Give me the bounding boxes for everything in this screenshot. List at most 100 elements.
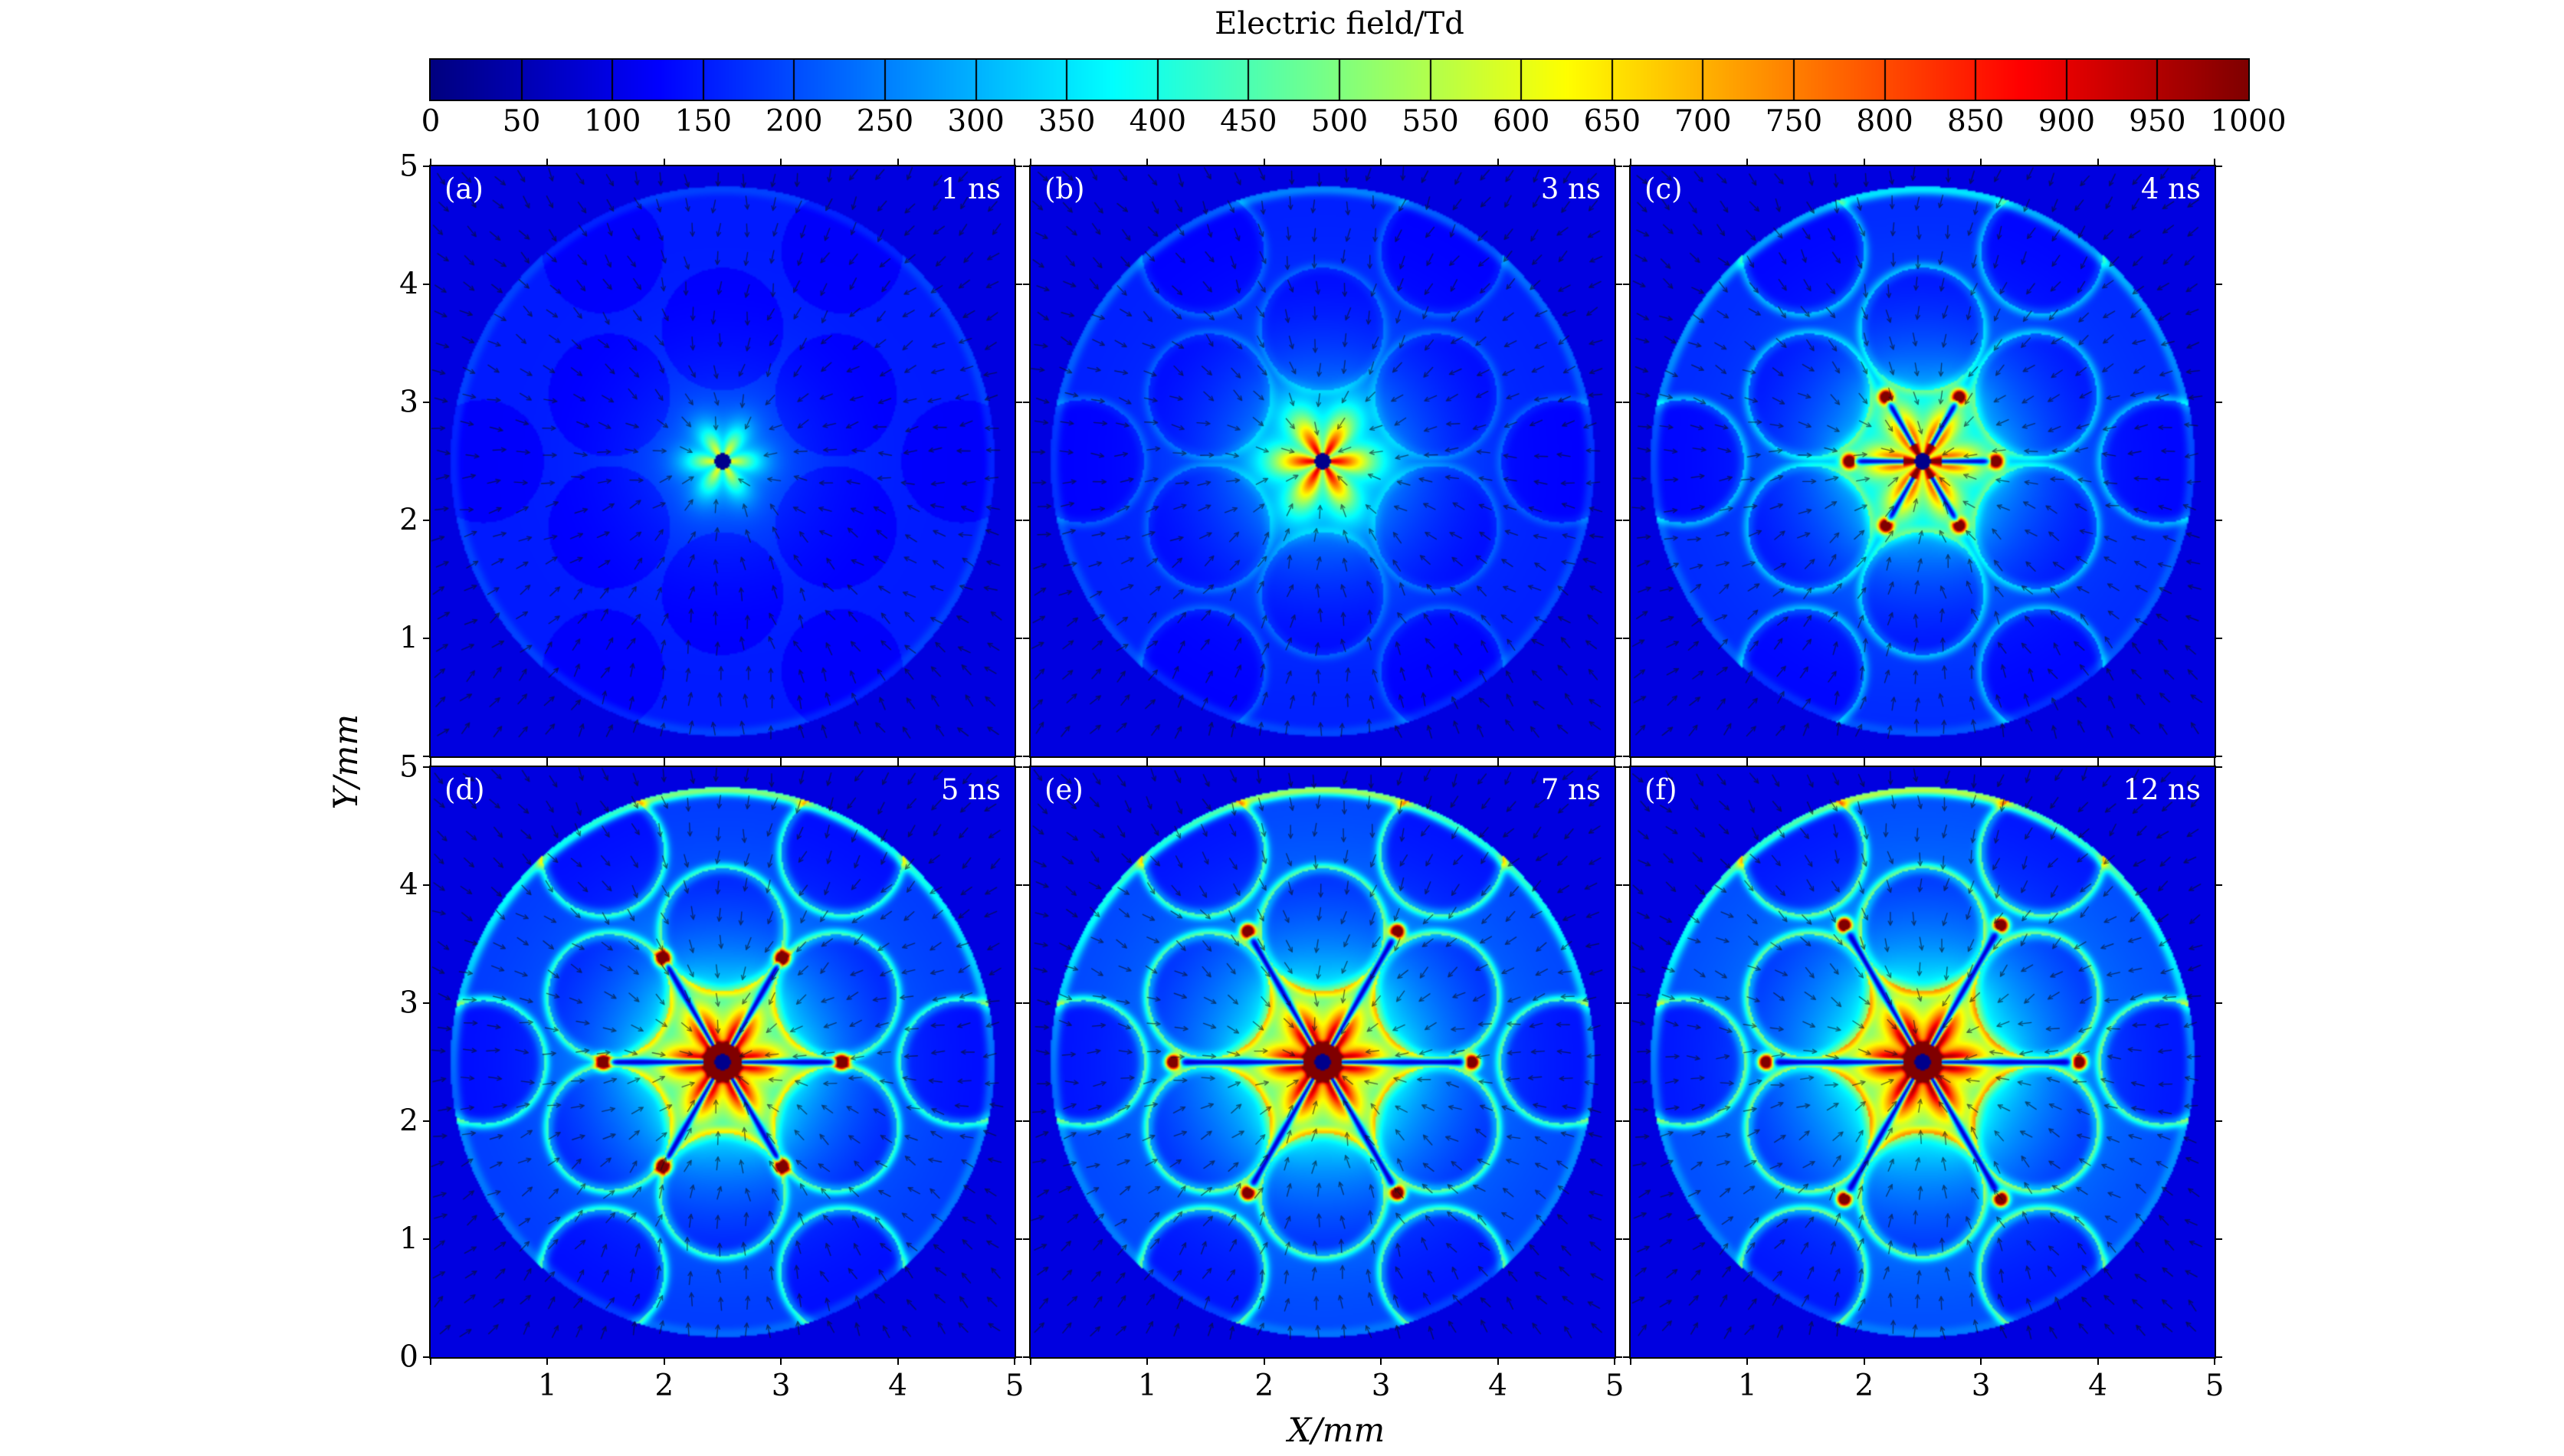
axis-tick bbox=[2216, 766, 2222, 768]
axis-tick bbox=[2216, 638, 2222, 639]
axis-tick bbox=[1623, 166, 1629, 167]
axis-tick bbox=[1614, 1359, 1615, 1365]
x-tick-label: 5 bbox=[1605, 1369, 1625, 1403]
axis-tick bbox=[1030, 159, 1031, 165]
colorbar-tick-label: 50 bbox=[502, 104, 541, 139]
axis-tick bbox=[1023, 520, 1029, 521]
axis-tick bbox=[1146, 759, 1149, 766]
axis-tick bbox=[1616, 638, 1622, 639]
axis-tick bbox=[1623, 284, 1629, 285]
x-tick-label: 5 bbox=[1005, 1369, 1025, 1403]
axis-tick bbox=[780, 159, 782, 165]
axis-tick bbox=[1023, 402, 1029, 403]
panel-f: (f) 12 ns bbox=[1629, 766, 2216, 1359]
panel-f-time: 12 ns bbox=[2123, 773, 2201, 806]
axis-tick bbox=[1014, 159, 1015, 165]
axis-tick bbox=[1863, 1359, 1865, 1365]
axis-tick bbox=[423, 1120, 429, 1122]
axis-tick bbox=[1016, 766, 1022, 768]
panel-c: (c) 4 ns bbox=[1629, 165, 2216, 758]
axis-tick bbox=[1497, 759, 1499, 766]
panel-a: (a) 1 ns bbox=[429, 165, 1016, 758]
axis-tick bbox=[423, 638, 429, 639]
colorbar-tick-label: 600 bbox=[1492, 104, 1550, 139]
x-tick-label: 3 bbox=[771, 1369, 791, 1403]
x-tick-label: 2 bbox=[654, 1369, 674, 1403]
axis-tick bbox=[1014, 759, 1015, 766]
axis-tick bbox=[1023, 766, 1029, 768]
axis-tick bbox=[1030, 1359, 1031, 1365]
axis-tick bbox=[1614, 759, 1615, 766]
colorbar-tick-label: 300 bbox=[947, 104, 1005, 139]
axis-tick bbox=[1630, 159, 1631, 165]
colorbar-tick-label: 350 bbox=[1038, 104, 1096, 139]
axis-tick bbox=[780, 1359, 782, 1365]
axis-tick bbox=[1263, 159, 1265, 165]
axis-tick bbox=[1380, 759, 1382, 766]
axis-tick bbox=[546, 759, 549, 766]
axis-tick bbox=[897, 1359, 899, 1365]
axis-tick bbox=[2216, 284, 2222, 285]
axis-tick bbox=[423, 166, 429, 167]
panel-a-heatmap bbox=[431, 166, 1015, 756]
axis-tick bbox=[1016, 1002, 1022, 1004]
axis-tick bbox=[2216, 520, 2222, 521]
colorbar-tick-label: 800 bbox=[1856, 104, 1913, 139]
axis-tick bbox=[1623, 520, 1629, 521]
axis-tick bbox=[1146, 159, 1149, 165]
axis-tick bbox=[1616, 766, 1622, 768]
axis-tick bbox=[1016, 638, 1022, 639]
x-tick-label: 4 bbox=[2088, 1369, 2108, 1403]
axis-tick bbox=[2097, 159, 2099, 165]
axis-tick bbox=[663, 159, 665, 165]
axis-tick bbox=[1023, 884, 1029, 886]
axis-tick bbox=[1630, 1359, 1631, 1365]
x-tick-label: 1 bbox=[1737, 1369, 1757, 1403]
axis-tick bbox=[1863, 159, 1865, 165]
axis-tick bbox=[2216, 166, 2222, 167]
y-tick-label: 2 bbox=[399, 1103, 418, 1139]
x-tick-label: 3 bbox=[1371, 1369, 1391, 1403]
axis-tick bbox=[2216, 1002, 2222, 1004]
axis-tick bbox=[1030, 759, 1031, 766]
axis-tick bbox=[1623, 1356, 1629, 1358]
axis-tick bbox=[423, 884, 429, 886]
y-axis-label: Y/mm bbox=[327, 713, 366, 810]
axis-tick bbox=[546, 1359, 549, 1365]
axis-tick bbox=[1023, 1356, 1029, 1358]
axis-tick bbox=[1023, 638, 1029, 639]
x-tick-label: 3 bbox=[1971, 1369, 1991, 1403]
axis-tick bbox=[1023, 166, 1029, 167]
axis-tick bbox=[430, 1359, 431, 1365]
axis-tick bbox=[1016, 756, 1022, 757]
colorbar-tick-label: 850 bbox=[1946, 104, 2005, 139]
panel-e-heatmap bbox=[1031, 767, 1615, 1357]
colorbar-tick-label: 950 bbox=[2129, 104, 2186, 139]
axis-tick bbox=[663, 759, 665, 766]
panel-d-label: (d) bbox=[444, 773, 485, 806]
axis-tick bbox=[1623, 402, 1629, 403]
axis-tick bbox=[1623, 1120, 1629, 1122]
axis-tick bbox=[2216, 884, 2222, 886]
axis-tick bbox=[546, 159, 549, 165]
panel-e: (e) 7 ns bbox=[1029, 766, 1616, 1359]
axis-tick bbox=[1016, 284, 1022, 285]
axis-tick bbox=[2097, 1359, 2099, 1365]
y-tick-label: 3 bbox=[399, 985, 418, 1021]
colorbar-tick-label: 450 bbox=[1220, 104, 1277, 139]
colorbar-tick-label: 750 bbox=[1765, 104, 1823, 139]
axis-tick bbox=[2216, 1238, 2222, 1240]
axis-tick bbox=[1616, 884, 1622, 886]
axis-tick bbox=[1863, 759, 1865, 766]
y-tick-label: 5 bbox=[399, 149, 418, 184]
colorbar-tick-label: 200 bbox=[766, 104, 823, 139]
axis-tick bbox=[1616, 1238, 1622, 1240]
y-tick-label: 3 bbox=[399, 385, 418, 420]
colorbar-title: Electric field/Td bbox=[1215, 6, 1464, 41]
axis-tick bbox=[1746, 1359, 1749, 1365]
axis-tick bbox=[1616, 284, 1622, 285]
x-tick-label: 2 bbox=[1854, 1369, 1874, 1403]
x-tick-label: 5 bbox=[2205, 1369, 2225, 1403]
axis-tick bbox=[1616, 1356, 1622, 1358]
axis-tick bbox=[2214, 1359, 2215, 1365]
